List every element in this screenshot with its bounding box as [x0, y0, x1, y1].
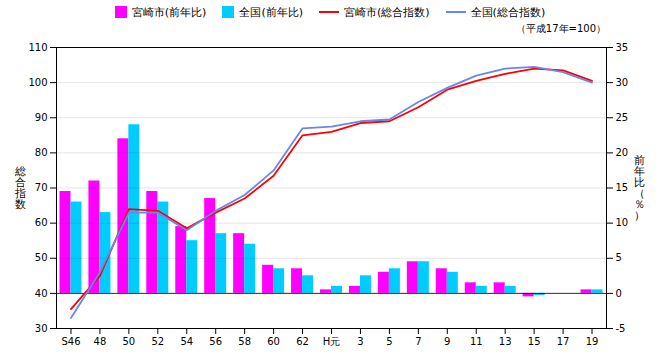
svg-text:前年比（％）: 前年比（％） [634, 154, 645, 222]
svg-text:総合指数: 総合指数 [14, 165, 26, 211]
svg-text:110: 110 [28, 42, 47, 53]
svg-text:30: 30 [35, 323, 48, 334]
svg-text:0: 0 [616, 288, 622, 299]
html-text:宮崎市(総合指数): 宮崎市(総合指数) [344, 5, 430, 19]
svg-text:11: 11 [470, 336, 483, 347]
svg-text:S46: S46 [61, 336, 80, 347]
svg-text:-5: -5 [616, 323, 626, 334]
svg-text:19: 19 [586, 336, 599, 347]
svg-text:60: 60 [267, 336, 280, 347]
svg-text:52: 52 [151, 336, 164, 347]
svg-text:35: 35 [616, 42, 629, 53]
svg-text:54: 54 [180, 336, 193, 347]
svg-text:80: 80 [35, 147, 48, 158]
svg-text:60: 60 [35, 217, 48, 228]
svg-text:17: 17 [557, 336, 570, 347]
svg-text:30: 30 [616, 77, 629, 88]
svg-text:62: 62 [296, 336, 309, 347]
svg-text:3: 3 [357, 336, 363, 347]
svg-text:15: 15 [528, 336, 541, 347]
html-text:全国(総合指数): 全国(総合指数) [470, 5, 546, 19]
svg-text:56: 56 [209, 336, 222, 347]
svg-text:10: 10 [616, 217, 629, 228]
svg-text:H元: H元 [323, 336, 341, 347]
svg-text:13: 13 [499, 336, 512, 347]
svg-text:15: 15 [616, 182, 629, 193]
svg-text:50: 50 [35, 252, 48, 263]
svg-text:20: 20 [616, 147, 629, 158]
svg-text:5: 5 [616, 252, 622, 263]
svg-text:50: 50 [123, 336, 136, 347]
html-text:宮崎市(前年比): 宮崎市(前年比) [131, 5, 207, 19]
svg-text:100: 100 [28, 77, 47, 88]
svg-text:7: 7 [415, 336, 421, 347]
svg-text:9: 9 [444, 336, 450, 347]
svg-text:48: 48 [94, 336, 107, 347]
svg-text:5: 5 [386, 336, 392, 347]
html-text:（平成17年=100）: （平成17年=100） [515, 23, 606, 34]
svg-text:70: 70 [35, 182, 48, 193]
svg-text:90: 90 [35, 112, 48, 123]
html-text:全国(前年比): 全国(前年比) [239, 5, 303, 19]
svg-text:40: 40 [35, 288, 48, 299]
svg-text:58: 58 [238, 336, 251, 347]
svg-text:25: 25 [616, 112, 629, 123]
